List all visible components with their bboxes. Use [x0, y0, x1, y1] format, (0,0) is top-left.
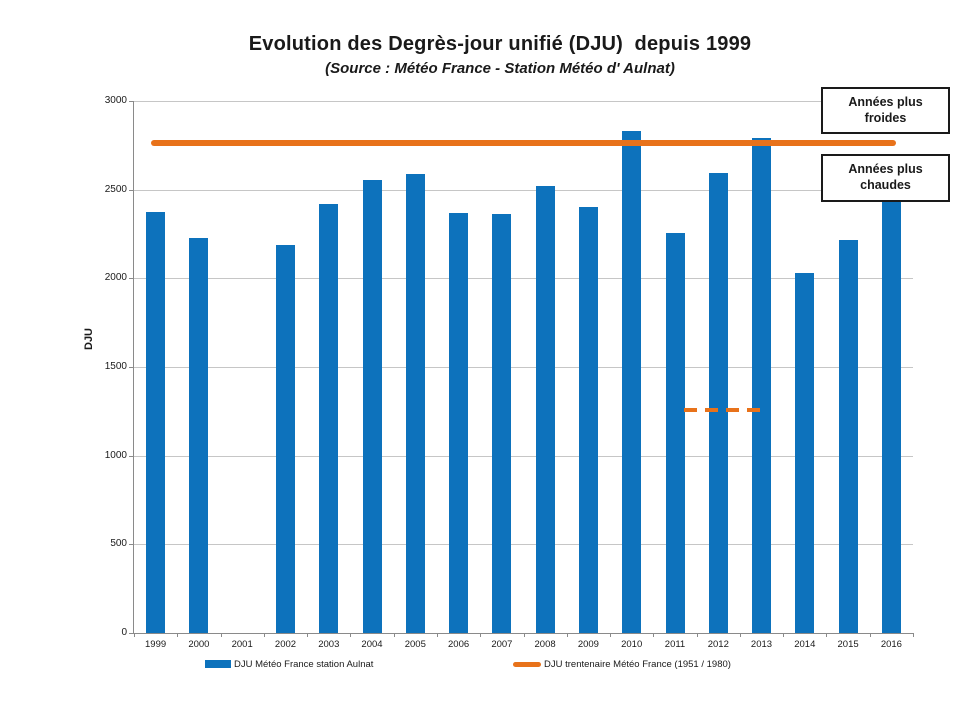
bar-2004 — [362, 179, 382, 633]
annotation-box-warmer-label: Années plus chaudes — [848, 162, 923, 192]
gridline-2500 — [134, 190, 913, 191]
chart-header: Evolution des Degrès-jour unifié (DJU) d… — [40, 33, 960, 77]
x-tick-9 — [523, 633, 525, 637]
bar-2003 — [319, 203, 339, 633]
bar-2008 — [535, 186, 555, 633]
y-axis-label-500: 500 — [110, 538, 127, 549]
x-axis-label-2008: 2008 — [534, 639, 556, 650]
legend-line-swatch — [513, 661, 541, 667]
dashed-orange-segment — [683, 407, 762, 412]
bar-2010 — [622, 131, 642, 633]
x-tick-14 — [739, 633, 741, 637]
x-tick-13 — [696, 633, 698, 637]
y-tick-1500 — [129, 367, 134, 368]
annotation-box-warmer-years: Années plus chaudes — [821, 154, 950, 202]
x-axis-label-1999: 1999 — [145, 639, 167, 650]
y-tick-1000 — [129, 456, 134, 457]
y-tick-500 — [129, 544, 134, 545]
y-tick-2500 — [129, 190, 134, 191]
bar-2005 — [405, 173, 425, 633]
y-tick-3000 — [129, 101, 134, 102]
x-tick-11 — [610, 633, 612, 637]
x-axis-label-2003: 2003 — [318, 639, 340, 650]
x-tick-12 — [653, 633, 655, 637]
bar-2013 — [752, 138, 771, 633]
bar-2007 — [492, 213, 512, 633]
gridline-500 — [134, 544, 913, 545]
x-tick-3 — [263, 633, 265, 637]
x-axis-label-2016: 2016 — [880, 639, 902, 650]
gridline-3000 — [134, 101, 913, 102]
y-axis-label-0: 0 — [121, 627, 127, 638]
bar-2000 — [189, 238, 209, 633]
annotation-box-colder-years: Années plus froides — [821, 87, 950, 134]
y-axis-label-2000: 2000 — [104, 272, 127, 283]
bar-2002 — [276, 244, 295, 633]
x-axis-label-2011: 2011 — [664, 639, 686, 650]
x-tick-16 — [826, 633, 828, 637]
bar-2015 — [838, 240, 858, 633]
gridline-1000 — [134, 456, 913, 457]
x-tick-1 — [177, 633, 179, 637]
gridline-1500 — [134, 367, 913, 368]
y-tick-0 — [129, 633, 134, 634]
x-tick-18 — [913, 633, 914, 637]
x-axis-label-2005: 2005 — [404, 639, 426, 650]
x-tick-6 — [393, 633, 395, 637]
x-tick-15 — [783, 633, 785, 637]
x-axis-label-2013: 2013 — [750, 639, 773, 650]
annotation-box-colder-label: Années plus froides — [848, 94, 923, 125]
bar-2009 — [578, 207, 598, 633]
x-axis-label-2000: 2000 — [188, 639, 210, 650]
x-tick-10 — [566, 633, 568, 637]
x-axis-label-2007: 2007 — [491, 639, 513, 650]
bar-2012 — [708, 172, 728, 633]
chart-subtitle: (Source : Météo France - Station Météo d… — [325, 60, 675, 77]
legend-line-label: DJU trentenaire Météo France (1951 / 198… — [544, 658, 731, 670]
x-axis-label-2001: 2001 — [231, 639, 253, 650]
y-axis-label-1000: 1000 — [104, 450, 127, 461]
x-axis-label-2002: 2002 — [274, 639, 297, 650]
x-tick-17 — [869, 633, 871, 637]
bar-2014 — [795, 273, 815, 633]
bar-2011 — [665, 233, 685, 633]
bar-2016 — [881, 198, 901, 633]
x-tick-2 — [220, 633, 222, 637]
x-axis-label-2010: 2010 — [621, 639, 643, 650]
y-axis-label-3000: 3000 — [104, 95, 127, 106]
x-tick-0 — [134, 633, 135, 637]
x-tick-4 — [307, 633, 309, 637]
y-axis-label-2500: 2500 — [104, 184, 127, 195]
x-tick-8 — [480, 633, 482, 637]
chart-title: Evolution des Degrès-jour unifié (DJU) d… — [248, 33, 752, 55]
x-axis-label-2015: 2015 — [837, 639, 859, 650]
x-tick-7 — [436, 633, 438, 637]
x-axis-label-2004: 2004 — [361, 639, 383, 650]
x-axis-label-2012: 2012 — [707, 639, 729, 650]
x-axis-label-2014: 2014 — [794, 639, 816, 650]
reference-line-trentenaire — [151, 139, 896, 146]
x-tick-5 — [350, 633, 352, 637]
y-tick-2000 — [129, 278, 134, 279]
y-axis-label-1500: 1500 — [104, 361, 127, 372]
x-axis-label-2006: 2006 — [448, 639, 470, 650]
legend-item-reference-line: DJU trentenaire Météo France (1951 / 198… — [513, 657, 731, 671]
legend-item-bars: DJU Météo France station Aulnat — [205, 657, 373, 671]
gridline-2000 — [134, 278, 913, 279]
x-axis-label-2009: 2009 — [577, 639, 599, 650]
legend-bar-swatch — [205, 660, 231, 668]
legend-bar-label: DJU Météo France station Aulnat — [234, 658, 374, 670]
bar-2006 — [449, 212, 469, 633]
plot-area: 0 500 1000 1500 2000 2500 3000 1999 2000 2001 2002… — [105, 95, 914, 650]
y-axis-title: DJU — [83, 327, 95, 350]
bar-1999 — [146, 211, 166, 633]
